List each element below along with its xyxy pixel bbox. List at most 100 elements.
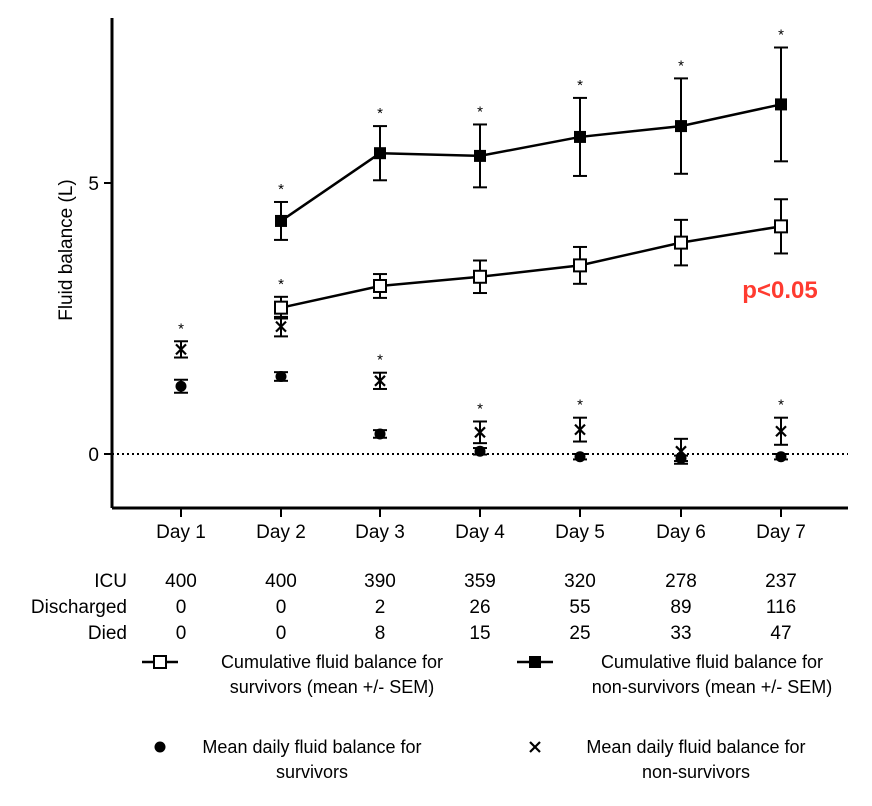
x-tick-label: Day 2 <box>256 522 306 543</box>
table-cell: 237 <box>765 571 797 592</box>
x-tick-label: Day 4 <box>455 522 505 543</box>
legend-item: Mean daily fluid balance for survivors <box>154 737 422 782</box>
legend-label: survivors (mean +/- SEM) <box>230 677 435 697</box>
table-cell: 8 <box>375 623 386 644</box>
table-cell: 400 <box>265 571 297 592</box>
data-point <box>473 269 487 284</box>
x-marker-stroke <box>374 375 386 387</box>
data-point <box>374 375 386 387</box>
table-cell: 15 <box>469 623 490 644</box>
significance-star: * <box>377 352 383 369</box>
significance-star: * <box>577 77 583 94</box>
significance-star: * <box>678 57 684 74</box>
table-cell: 25 <box>569 623 590 644</box>
table-row-label: ICU <box>94 571 127 592</box>
table-cell: 390 <box>364 571 396 592</box>
data-point <box>775 425 787 438</box>
x-marker-stroke <box>175 343 187 356</box>
x-marker-stroke <box>474 426 486 439</box>
x-tick-label: Day 6 <box>656 522 706 543</box>
legend-marker <box>154 741 166 753</box>
table-cell: 47 <box>770 623 791 644</box>
data-point <box>275 370 287 382</box>
x-marker-stroke <box>529 741 541 753</box>
table-cell: 0 <box>176 623 187 644</box>
table-cell: 400 <box>165 571 197 592</box>
data-point <box>474 149 486 162</box>
series-line <box>280 225 782 309</box>
table-cell: 89 <box>670 597 691 618</box>
data-point <box>374 147 386 160</box>
data-point <box>474 445 486 457</box>
x-tick-label: Day 7 <box>756 522 806 543</box>
legend-label: survivors <box>276 762 348 782</box>
data-point <box>374 428 386 440</box>
data-point <box>275 320 287 333</box>
table-cell: 0 <box>276 597 287 618</box>
x-tick-label: Day 5 <box>555 522 605 543</box>
series-line <box>280 103 782 222</box>
significance-star: * <box>778 27 784 44</box>
y-axis-title: Fluid balance (L) <box>56 179 77 321</box>
table-cell: 0 <box>176 597 187 618</box>
legend-label: Mean daily fluid balance for <box>202 737 421 757</box>
legend-label: non-survivors (mean +/- SEM) <box>592 677 833 697</box>
table-cell: 26 <box>469 597 490 618</box>
data-point <box>573 258 587 273</box>
data-point <box>373 278 387 293</box>
data-point <box>274 300 288 315</box>
legend-label: Cumulative fluid balance for <box>601 652 823 672</box>
data-point <box>675 120 687 133</box>
x-marker-stroke <box>775 425 787 438</box>
data-point <box>574 130 586 143</box>
significance-star: * <box>377 105 383 122</box>
significance-star: * <box>778 397 784 414</box>
significance-star: * <box>577 397 583 414</box>
table-cell: 278 <box>665 571 697 592</box>
legend-label: Cumulative fluid balance for <box>221 652 443 672</box>
table-cell: 55 <box>569 597 590 618</box>
significance-star: * <box>477 103 483 120</box>
significance-star: * <box>278 276 284 293</box>
series-3 <box>174 370 788 464</box>
legend-marker <box>529 741 541 753</box>
series-0: * * * * * * <box>274 27 788 241</box>
data-point <box>774 219 788 234</box>
series-2: * * * * * <box>174 315 788 465</box>
table-cell: 33 <box>670 623 691 644</box>
p-value-annotation: p<0.05 <box>742 277 817 304</box>
data-point <box>574 451 586 463</box>
legend-label: Mean daily fluid balance for <box>586 737 805 757</box>
data-point <box>574 423 586 436</box>
y-tick-label: 0 <box>88 445 99 466</box>
significance-star: * <box>178 320 184 337</box>
table-cell: 0 <box>276 623 287 644</box>
table-cell: 320 <box>564 571 596 592</box>
data-point <box>775 98 787 111</box>
y-tick-label: 5 <box>88 174 99 195</box>
x-marker-stroke <box>275 320 287 333</box>
legend-item: Cumulative fluid balance for non-survivor… <box>517 652 832 697</box>
series-1: * <box>274 198 788 320</box>
significance-star: * <box>477 400 483 417</box>
significance-star: * <box>278 181 284 198</box>
data-point <box>775 451 787 463</box>
table-cell: 116 <box>766 597 796 618</box>
data-point <box>675 452 687 464</box>
data-point <box>674 235 688 250</box>
data-point <box>175 343 187 356</box>
table-cell: 2 <box>375 597 386 618</box>
table-cell: 359 <box>464 571 496 592</box>
data-point <box>175 380 187 392</box>
legend-label: non-survivors <box>642 762 750 782</box>
legend-item: Mean daily fluid balance for non-survivor… <box>529 737 806 782</box>
data-point <box>275 214 287 227</box>
table-row-label: Died <box>88 623 127 644</box>
x-marker-stroke <box>574 423 586 436</box>
table-row-label: Discharged <box>31 597 127 618</box>
x-tick-label: Day 3 <box>355 522 405 543</box>
legend-marker <box>529 656 541 668</box>
legend-marker <box>153 655 167 669</box>
x-tick-label: Day 1 <box>156 522 206 543</box>
